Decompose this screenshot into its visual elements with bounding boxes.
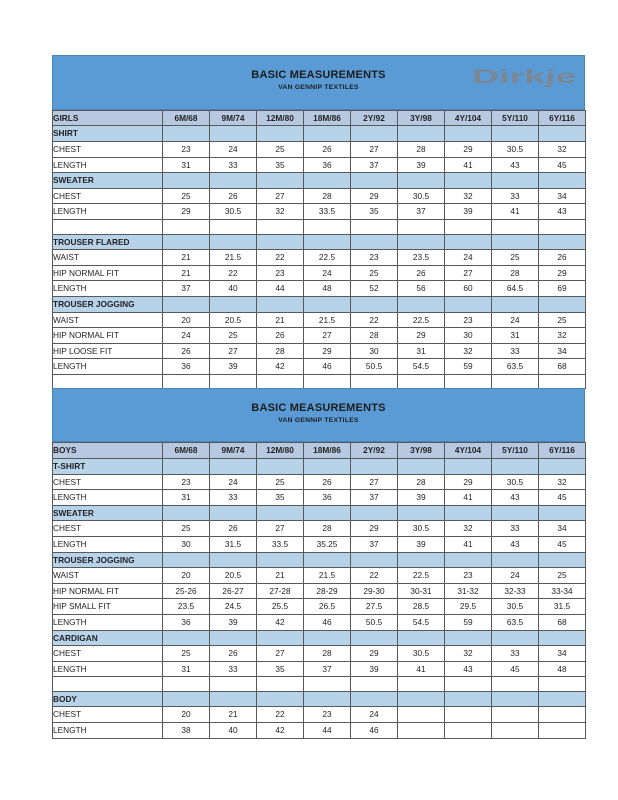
- svg-text:Dirkje: Dirkje: [472, 66, 576, 88]
